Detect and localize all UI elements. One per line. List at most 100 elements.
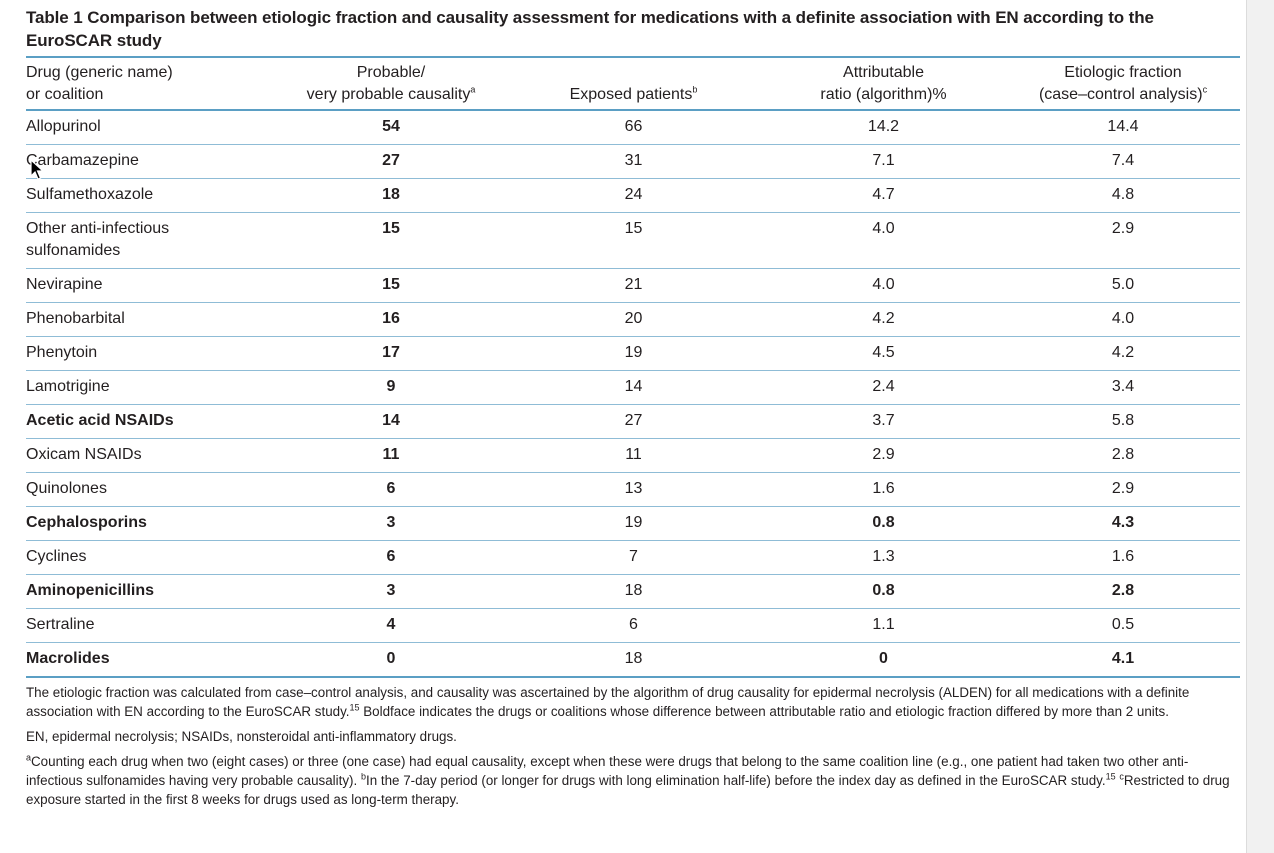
- cell-probable: 18: [276, 178, 506, 213]
- cell-drug: Allopurinol: [26, 110, 276, 145]
- table-row: Sulfamethoxazole 18 24 4.7 4.8: [26, 178, 1240, 213]
- table-row: Cephalosporins 3 19 0.8 4.3: [26, 506, 1240, 541]
- footnote-b-text: In the 7-day period (or longer for drugs…: [365, 773, 1106, 788]
- cell-drug: Sulfamethoxazole: [26, 178, 276, 213]
- header-etiologic-line1: Etiologic fraction: [1064, 64, 1182, 81]
- cell-exposed: 31: [506, 144, 761, 179]
- divider: [1246, 0, 1247, 853]
- cell-attributable: 0.8: [761, 574, 1006, 609]
- cell-exposed: 7: [506, 540, 761, 575]
- cell-drug: Oxicam NSAIDs: [26, 438, 276, 473]
- cell-exposed: 11: [506, 438, 761, 473]
- table-row: Phenobarbital 16 20 4.2 4.0: [26, 302, 1240, 337]
- table-row: Allopurinol 54 66 14.2 14.4: [26, 110, 1240, 145]
- cell-etiologic: 4.8: [1006, 178, 1240, 213]
- cell-exposed: 6: [506, 608, 761, 643]
- cell-exposed: 24: [506, 178, 761, 213]
- cell-attributable: 4.0: [761, 268, 1006, 303]
- cell-probable: 3: [276, 506, 506, 541]
- cell-probable: 14: [276, 404, 506, 439]
- cell-exposed: 19: [506, 336, 761, 371]
- cell-exposed: 15: [506, 212, 761, 269]
- mouse-pointer-icon: [30, 159, 44, 180]
- cell-drug: Cephalosporins: [26, 506, 276, 541]
- cell-etiologic: 4.0: [1006, 302, 1240, 337]
- cell-probable: 11: [276, 438, 506, 473]
- cell-drug: Carbamazepine: [26, 144, 276, 179]
- cell-exposed: 27: [506, 404, 761, 439]
- cell-attributable: 4.5: [761, 336, 1006, 371]
- cell-drug: Quinolones: [26, 472, 276, 507]
- table-row: Cyclines 6 7 1.3 1.6: [26, 540, 1240, 575]
- table-row: Other anti-infectious sulfonamides 15 15…: [26, 212, 1240, 269]
- note-abbreviations: EN, epidermal necrolysis; NSAIDs, nonste…: [26, 729, 457, 744]
- cell-attributable: 1.6: [761, 472, 1006, 507]
- cell-drug: Lamotrigine: [26, 370, 276, 405]
- comparison-table: Drug (generic name) or coalition Probabl…: [26, 56, 1240, 678]
- cell-attributable: 1.3: [761, 540, 1006, 575]
- cell-attributable: 3.7: [761, 404, 1006, 439]
- header-probable: Probable/ very probable causalitya: [276, 56, 506, 111]
- cell-etiologic: 14.4: [1006, 110, 1240, 145]
- cell-drug: Other anti-infectious sulfonamides: [26, 212, 276, 269]
- table-notes: The etiologic fraction was calculated fr…: [26, 683, 1240, 809]
- header-probable-line1: Probable/: [356, 64, 426, 81]
- cell-etiologic: 2.9: [1006, 212, 1240, 269]
- cell-probable: 27: [276, 144, 506, 179]
- table-row: Nevirapine 15 21 4.0 5.0: [26, 268, 1240, 303]
- cell-attributable: 4.0: [761, 212, 1006, 269]
- cell-etiologic: 0.5: [1006, 608, 1240, 643]
- footnote-marker-a: a: [470, 84, 476, 95]
- header-attributable-line1: Attributable: [843, 64, 924, 81]
- cell-etiologic: 4.2: [1006, 336, 1240, 371]
- footnote-marker-b: b: [360, 771, 366, 782]
- table-row: Aminopenicillins 3 18 0.8 2.8: [26, 574, 1240, 609]
- cell-exposed: 18: [506, 574, 761, 609]
- table-header-row: Drug (generic name) or coalition Probabl…: [26, 56, 1240, 111]
- cell-drug: Sertraline: [26, 608, 276, 643]
- cell-attributable: 7.1: [761, 144, 1006, 179]
- cell-drug: Cyclines: [26, 540, 276, 575]
- table-row: Phenytoin 17 19 4.5 4.2: [26, 336, 1240, 371]
- cell-exposed: 21: [506, 268, 761, 303]
- cell-probable: 17: [276, 336, 506, 371]
- cell-attributable: 2.4: [761, 370, 1006, 405]
- table-row: Quinolones 6 13 1.6 2.9: [26, 472, 1240, 507]
- note-footnotes: aCounting each drug when two (eight case…: [26, 752, 1240, 809]
- cell-etiologic: 5.0: [1006, 268, 1240, 303]
- scrollbar-track[interactable]: [1246, 0, 1274, 853]
- cell-attributable: 2.9: [761, 438, 1006, 473]
- header-exposed-label: Exposed patients: [569, 86, 693, 103]
- table-row: Sertraline 4 6 1.1 0.5: [26, 608, 1240, 643]
- table-row: Oxicam NSAIDs 11 11 2.9 2.8: [26, 438, 1240, 473]
- header-drug: Drug (generic name) or coalition: [26, 56, 276, 111]
- table-title: Table 1 Comparison between etiologic fra…: [26, 8, 1154, 50]
- table-container: Table 1 Comparison between etiologic fra…: [26, 6, 1240, 815]
- cell-probable: 9: [276, 370, 506, 405]
- header-attributable-line2: ratio (algorithm)%: [820, 86, 947, 103]
- table-row: Macrolides 0 18 0 4.1: [26, 642, 1240, 678]
- cell-drug: Acetic acid NSAIDs: [26, 404, 276, 439]
- cell-attributable: 4.2: [761, 302, 1006, 337]
- cell-attributable: 14.2: [761, 110, 1006, 145]
- cell-attributable: 0.8: [761, 506, 1006, 541]
- note-methods: The etiologic fraction was calculated fr…: [26, 683, 1240, 721]
- cell-drug: Phenytoin: [26, 336, 276, 371]
- footnote-a-text: Counting each drug when two (eight cases…: [26, 754, 1189, 788]
- drug-name: Other anti-infectious sulfonamides: [26, 220, 170, 259]
- cell-attributable: 4.7: [761, 178, 1006, 213]
- note-methods-text-b: Boldface indicates the drugs or coalitio…: [359, 704, 1169, 719]
- cell-etiologic: 1.6: [1006, 540, 1240, 575]
- cell-exposed: 20: [506, 302, 761, 337]
- cell-probable: 15: [276, 212, 506, 269]
- cell-exposed: 19: [506, 506, 761, 541]
- header-drug-line2: or coalition: [26, 86, 104, 103]
- reference-marker: 15: [1105, 771, 1116, 782]
- cell-etiologic: 2.8: [1006, 574, 1240, 609]
- table-row: Carbamazepine 27 31 7.1 7.4: [26, 144, 1240, 179]
- header-probable-line2: very probable causality: [306, 86, 471, 103]
- cell-drug: Aminopenicillins: [26, 574, 276, 609]
- reference-marker: 15: [349, 702, 360, 713]
- footnote-marker-a: a: [26, 752, 32, 763]
